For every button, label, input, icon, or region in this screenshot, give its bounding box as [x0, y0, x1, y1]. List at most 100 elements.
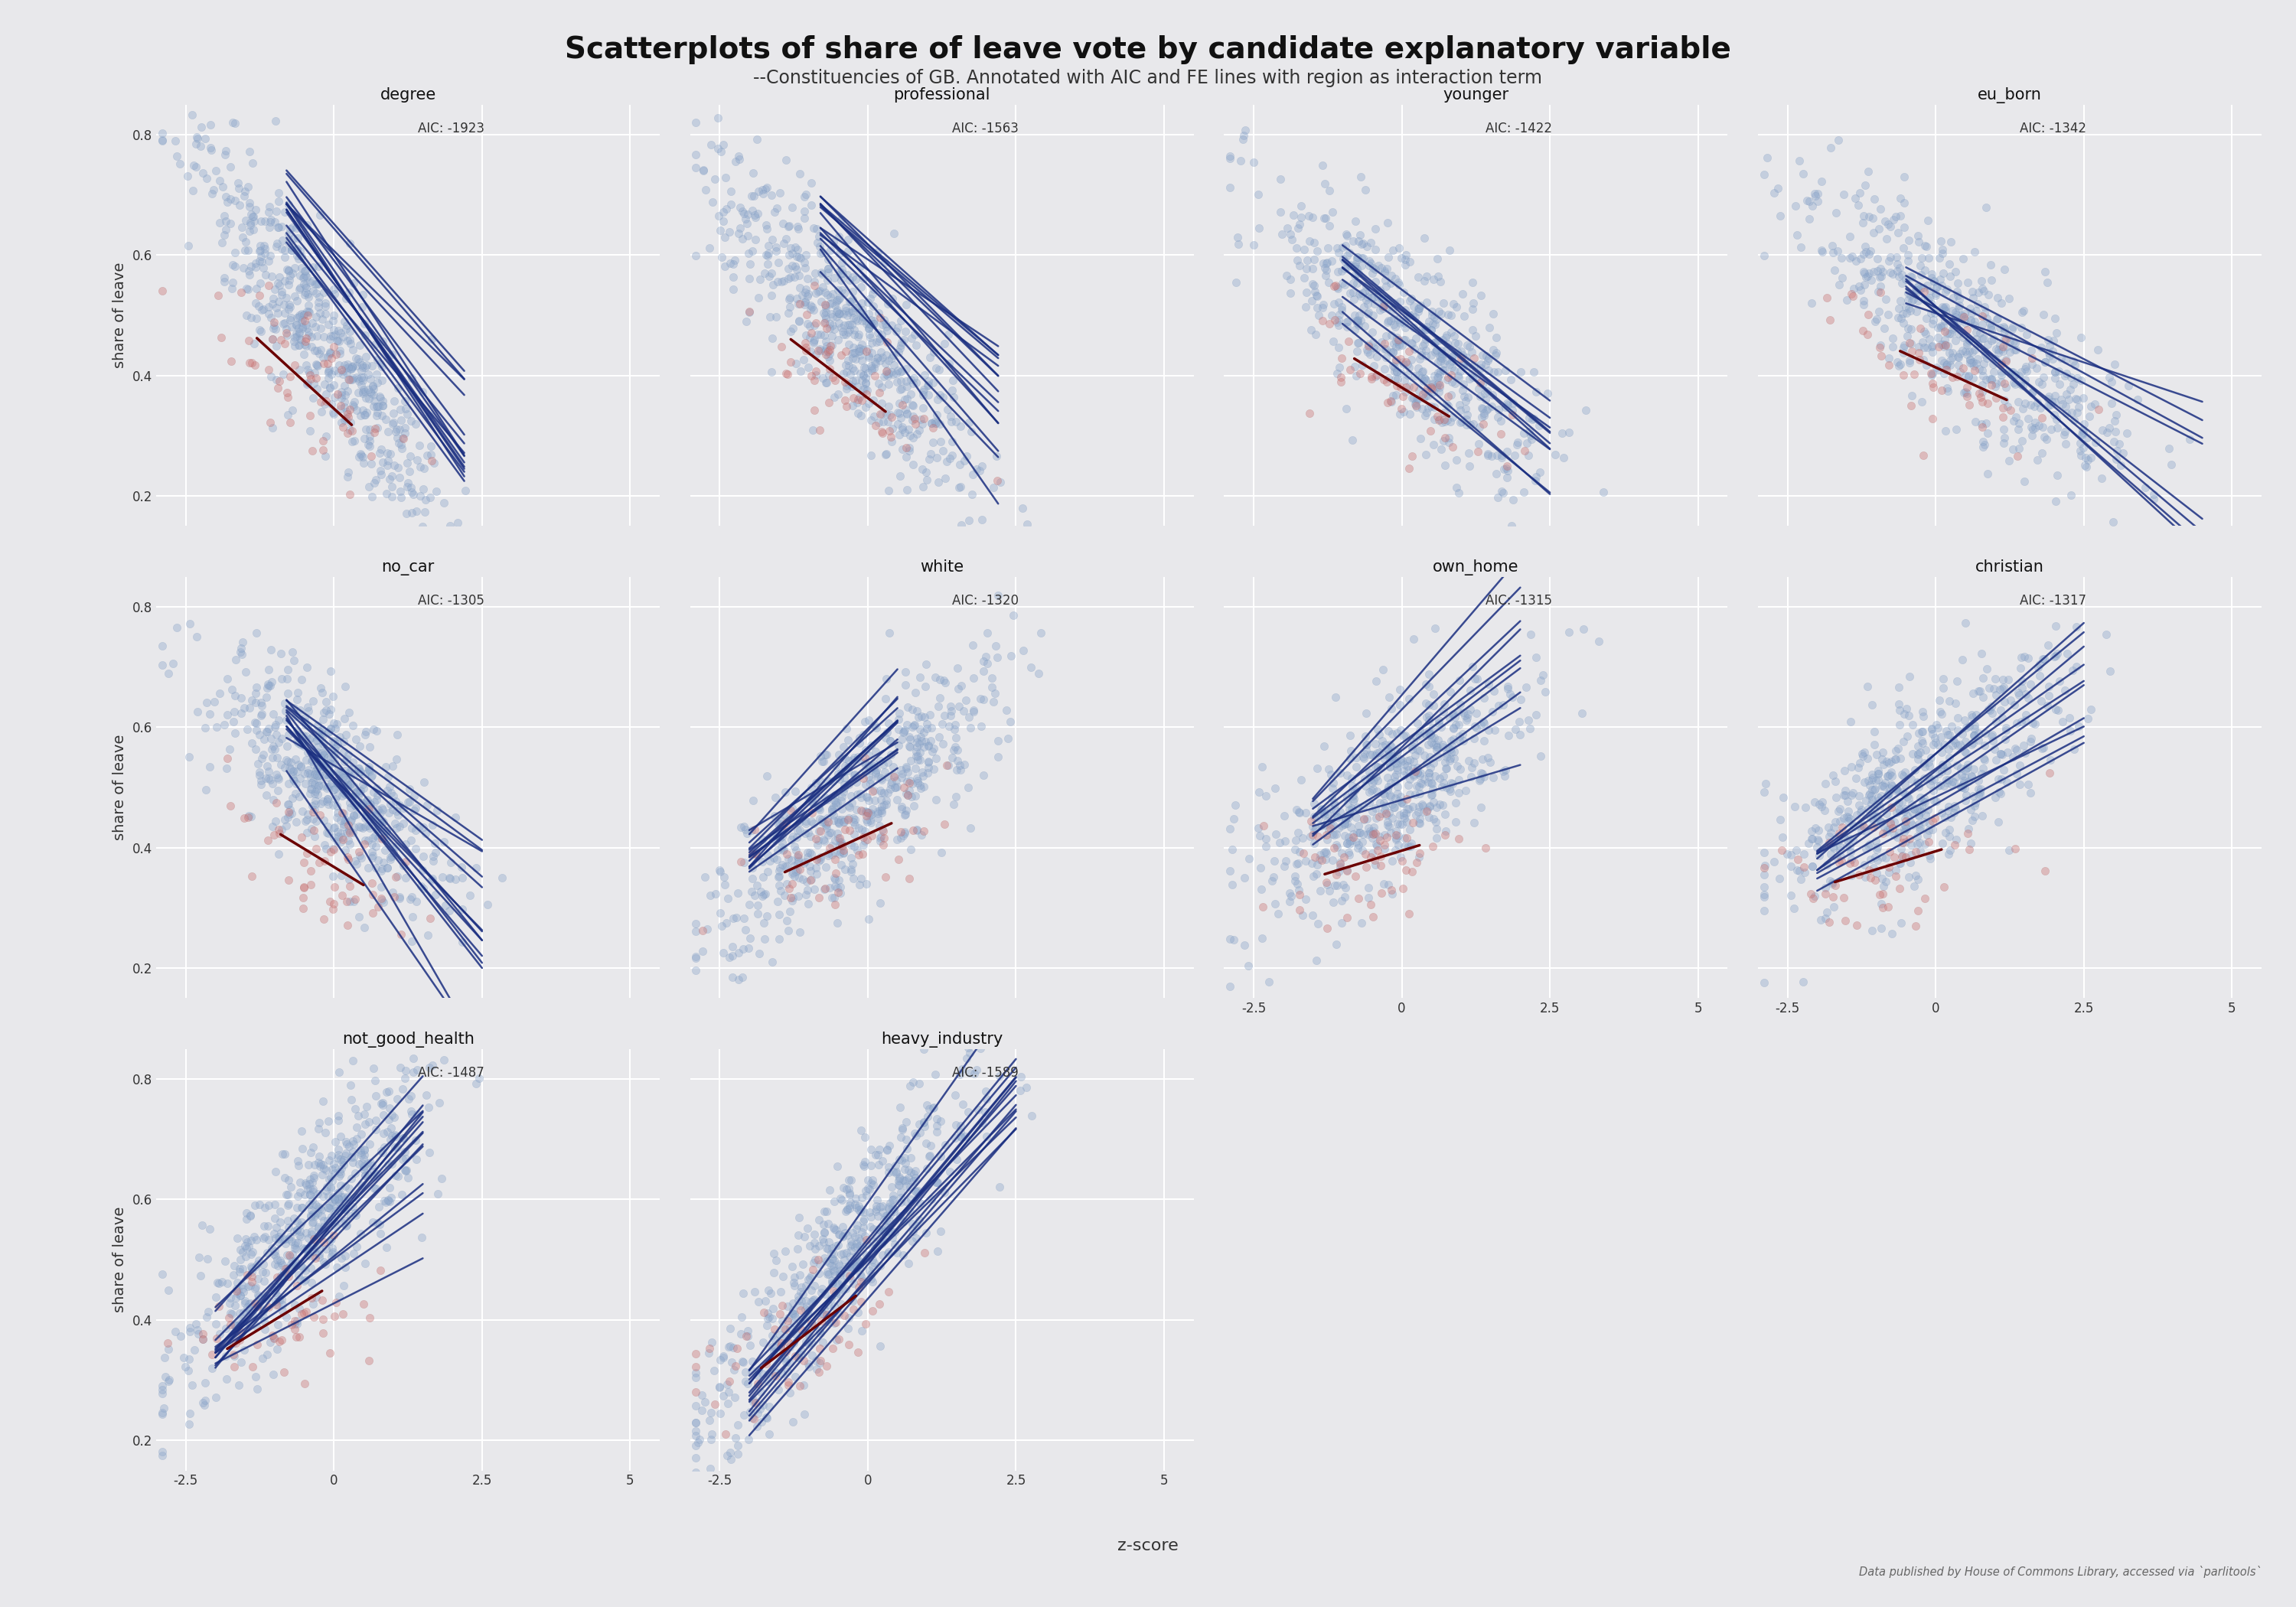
Point — [808, 855, 845, 881]
Point — [693, 1421, 730, 1446]
Point — [1488, 391, 1525, 416]
Point — [204, 230, 241, 256]
Point — [1947, 741, 1984, 767]
Point — [1414, 379, 1451, 405]
Point — [266, 310, 303, 336]
Point — [792, 1289, 829, 1315]
Point — [271, 267, 308, 292]
Point — [909, 760, 946, 786]
Point — [1949, 317, 1986, 342]
Point — [831, 1305, 868, 1331]
Point — [771, 284, 808, 310]
Point — [1283, 193, 1320, 219]
Point — [1357, 291, 1394, 317]
Point — [856, 1199, 893, 1225]
Point — [1419, 734, 1456, 760]
Point — [393, 1101, 429, 1127]
Point — [377, 1162, 413, 1188]
Point — [877, 775, 914, 800]
Point — [1451, 697, 1488, 723]
Point — [1940, 346, 1977, 371]
Point — [294, 386, 331, 411]
Point — [1777, 837, 1814, 863]
Point — [840, 744, 877, 770]
Point — [822, 832, 859, 858]
Point — [331, 1176, 367, 1202]
Point — [714, 943, 751, 969]
Point — [372, 775, 409, 800]
Point — [278, 810, 315, 836]
Point — [1316, 823, 1352, 848]
Point — [1281, 877, 1318, 903]
Point — [820, 910, 856, 935]
Point — [1903, 699, 1940, 725]
Point — [902, 407, 939, 432]
Point — [239, 305, 276, 331]
Point — [298, 376, 335, 402]
Point — [758, 1360, 794, 1385]
Point — [1435, 291, 1472, 317]
Point — [195, 177, 232, 202]
Point — [312, 1228, 349, 1253]
Point — [1933, 365, 1970, 391]
Point — [461, 1065, 498, 1091]
Point — [315, 815, 351, 840]
Point — [1901, 802, 1938, 828]
Point — [1956, 239, 1993, 265]
Point — [1417, 339, 1453, 365]
Point — [1910, 810, 1947, 836]
Point — [363, 810, 400, 836]
Point — [822, 260, 859, 286]
Point — [298, 763, 335, 789]
Point — [289, 840, 326, 866]
Point — [1922, 688, 1958, 714]
Point — [1502, 709, 1538, 734]
Point — [831, 312, 868, 337]
Point — [1926, 820, 1963, 845]
Point — [1995, 315, 2032, 341]
Point — [2089, 419, 2126, 445]
Point — [1947, 707, 1984, 733]
Point — [774, 795, 810, 821]
Point — [1366, 792, 1403, 818]
Point — [280, 333, 317, 358]
Point — [358, 1107, 395, 1133]
Point — [317, 741, 354, 767]
Point — [797, 310, 833, 336]
Point — [416, 848, 452, 874]
Point — [1364, 288, 1401, 313]
Point — [843, 1263, 879, 1289]
Point — [765, 837, 801, 863]
Point — [1949, 816, 1986, 842]
Point — [1777, 193, 1814, 219]
Point — [1860, 834, 1896, 860]
Point — [1913, 362, 1949, 387]
Point — [1421, 299, 1458, 325]
Point — [801, 885, 838, 911]
Point — [2053, 365, 2089, 391]
Point — [2064, 423, 2101, 448]
Point — [1936, 832, 1972, 858]
Point — [1894, 264, 1931, 289]
Point — [1885, 235, 1922, 260]
Point — [326, 739, 363, 765]
Point — [326, 1184, 363, 1210]
Point — [1008, 511, 1045, 537]
Point — [1412, 418, 1449, 444]
Point — [365, 808, 402, 834]
Point — [374, 844, 411, 869]
Point — [225, 256, 262, 281]
Point — [1894, 286, 1931, 312]
Point — [1334, 228, 1371, 254]
Point — [2011, 392, 2048, 418]
Point — [1364, 256, 1401, 281]
Point — [363, 1221, 400, 1247]
Point — [1963, 804, 2000, 829]
Point — [1933, 733, 1970, 759]
Point — [776, 1303, 813, 1329]
Point — [246, 241, 282, 267]
Point — [301, 768, 338, 794]
Point — [1410, 763, 1446, 789]
Point — [909, 1155, 946, 1181]
Point — [1378, 837, 1414, 863]
